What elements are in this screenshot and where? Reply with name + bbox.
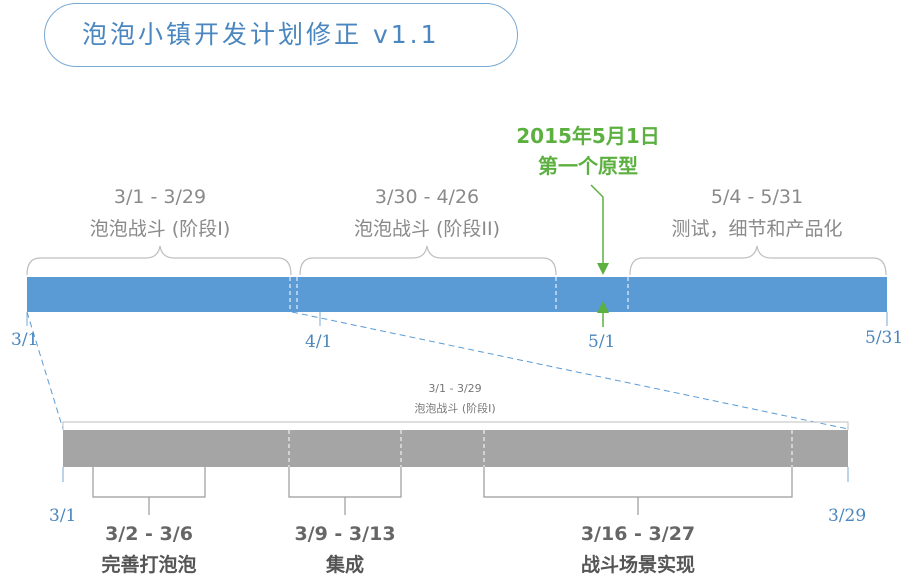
phase-braces [26,245,887,276]
detail-caption-bracket [62,421,849,430]
detail-tick-label: 3/29 [828,506,867,526]
zoom-lines [26,311,849,430]
phase-3-range: 5/4 - 5/31 [710,186,804,208]
detail-ticks [62,467,849,482]
milestone-label: 第一个原型 [538,154,638,178]
phase-3-name: 测试，细节和产品化 [671,218,843,240]
main-timeline-bar [27,277,887,312]
phase-2-range: 3/30 - 4/26 [374,186,480,208]
main-bar-separators [289,277,629,312]
main-ticks [26,312,888,326]
phase-1-range: 3/1 - 3/29 [113,186,207,208]
task-1-name: 完善打泡泡 [101,554,197,576]
page-title: 泡泡小镇开发计划修正 v1.1 [82,20,440,49]
main-tick-label: 5/31 [865,328,904,348]
phase-1-name: 泡泡战斗 (阶段I) [89,218,231,240]
milestone-date: 2015年5月1日 [516,124,660,148]
title-frame [44,3,518,67]
detail-tick-label: 3/1 [49,506,77,526]
phase-2-name: 泡泡战斗 (阶段II) [353,218,501,240]
task-1-range: 3/2 - 3/6 [105,523,193,545]
main-tick-label: 5/1 [588,332,616,352]
main-tick-label: 4/1 [305,332,333,352]
detail-caption-name: 泡泡战斗 (阶段I) [414,402,496,415]
task-2-name: 集成 [325,554,364,576]
milestone-arrows [590,184,609,327]
task-2-range: 3/9 - 3/13 [294,523,396,545]
task-3-range: 3/16 - 3/27 [580,523,696,545]
task-brackets [92,467,793,515]
detail-caption-range: 3/1 - 3/29 [428,382,482,395]
task-3-name: 战斗场景实现 [580,554,695,576]
detail-bar-separators [288,430,793,467]
main-tick-label: 3/1 [11,330,39,350]
detail-timeline-bar [63,430,848,467]
